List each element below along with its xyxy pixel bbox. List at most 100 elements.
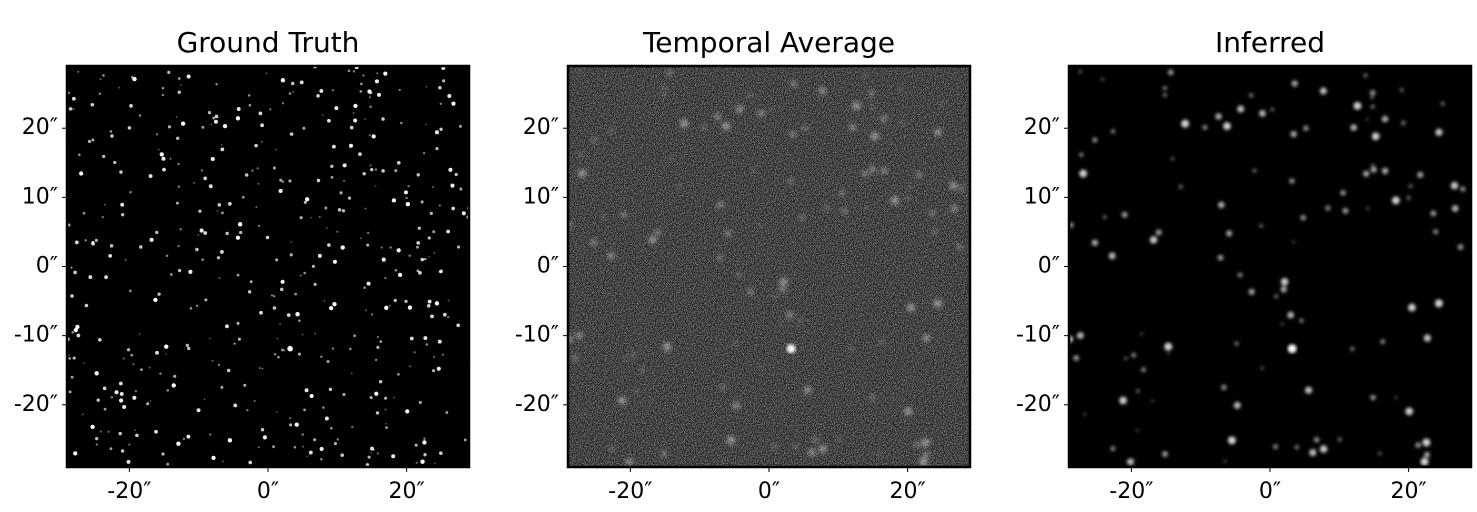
source: [126, 348, 131, 352]
source: [153, 297, 158, 303]
source: [425, 85, 428, 88]
source: [367, 455, 371, 459]
source: [956, 244, 963, 250]
source: [463, 438, 467, 442]
source: [199, 228, 204, 233]
source: [162, 167, 166, 172]
source: [666, 69, 673, 76]
source: [575, 332, 583, 340]
source: [620, 211, 627, 218]
source: [140, 368, 143, 372]
source: [1319, 445, 1328, 453]
source: [237, 222, 243, 227]
y-tick-label: 10″: [22, 184, 58, 209]
source: [279, 287, 284, 292]
y-tick-label: -20″: [1016, 392, 1060, 417]
source: [368, 134, 371, 137]
source: [257, 182, 260, 185]
source: [736, 105, 744, 113]
source: [426, 304, 431, 308]
source: [348, 143, 354, 148]
source: [786, 311, 794, 319]
source: [208, 184, 213, 189]
y-tick-label: -10″: [14, 323, 58, 348]
source: [288, 92, 292, 95]
panel-title: Ground Truth: [177, 26, 360, 59]
source: [362, 74, 365, 77]
source: [1078, 152, 1084, 158]
source: [601, 214, 606, 220]
source: [1102, 214, 1107, 220]
image: [568, 66, 970, 467]
source: [68, 357, 72, 360]
source: [416, 173, 420, 177]
source: [790, 240, 794, 244]
source: [227, 202, 232, 206]
source: [1350, 124, 1358, 131]
source: [609, 446, 615, 452]
source: [420, 459, 425, 464]
source: [75, 324, 80, 329]
source: [376, 92, 382, 97]
source: [132, 76, 137, 82]
source: [405, 202, 411, 207]
source: [1401, 120, 1406, 126]
source: [352, 112, 355, 114]
source: [134, 429, 137, 432]
source: [439, 102, 442, 105]
source: [578, 169, 587, 178]
source: [389, 246, 392, 249]
source: [433, 355, 436, 358]
source: [187, 346, 191, 351]
source: [864, 206, 869, 211]
source: [332, 301, 337, 307]
source: [295, 312, 300, 317]
source: [157, 292, 161, 296]
source: [939, 101, 944, 106]
source: [360, 237, 362, 240]
source: [351, 425, 354, 429]
source: [210, 123, 213, 126]
source: [195, 247, 199, 252]
source: [1167, 69, 1174, 76]
source: [447, 93, 452, 98]
source: [303, 271, 306, 275]
source: [907, 303, 915, 312]
source: [97, 337, 102, 342]
source: [366, 281, 371, 286]
source: [1164, 342, 1173, 351]
source: [96, 398, 100, 402]
source: [225, 231, 229, 236]
source: [130, 353, 134, 357]
source: [138, 114, 142, 117]
source: [400, 121, 403, 125]
source: [159, 372, 162, 375]
source: [442, 312, 447, 317]
source: [309, 393, 314, 399]
source: [68, 107, 73, 111]
source: [290, 241, 293, 243]
y-tick-label: 10″: [523, 184, 559, 209]
source: [376, 72, 379, 75]
source: [722, 122, 730, 131]
source: [306, 455, 309, 458]
source: [582, 412, 586, 417]
source: [119, 170, 123, 174]
source: [374, 79, 379, 84]
source: [253, 399, 256, 403]
source: [1248, 93, 1254, 98]
source: [456, 245, 461, 249]
source: [327, 118, 331, 123]
source: [326, 360, 330, 364]
source: [839, 189, 845, 196]
source: [934, 128, 942, 136]
source: [1377, 451, 1382, 456]
source: [109, 130, 113, 133]
source: [1280, 278, 1289, 286]
source: [959, 186, 965, 192]
source: [272, 445, 275, 449]
source: [803, 386, 812, 394]
source: [76, 333, 81, 338]
source: [177, 162, 180, 166]
source: [1304, 386, 1313, 394]
